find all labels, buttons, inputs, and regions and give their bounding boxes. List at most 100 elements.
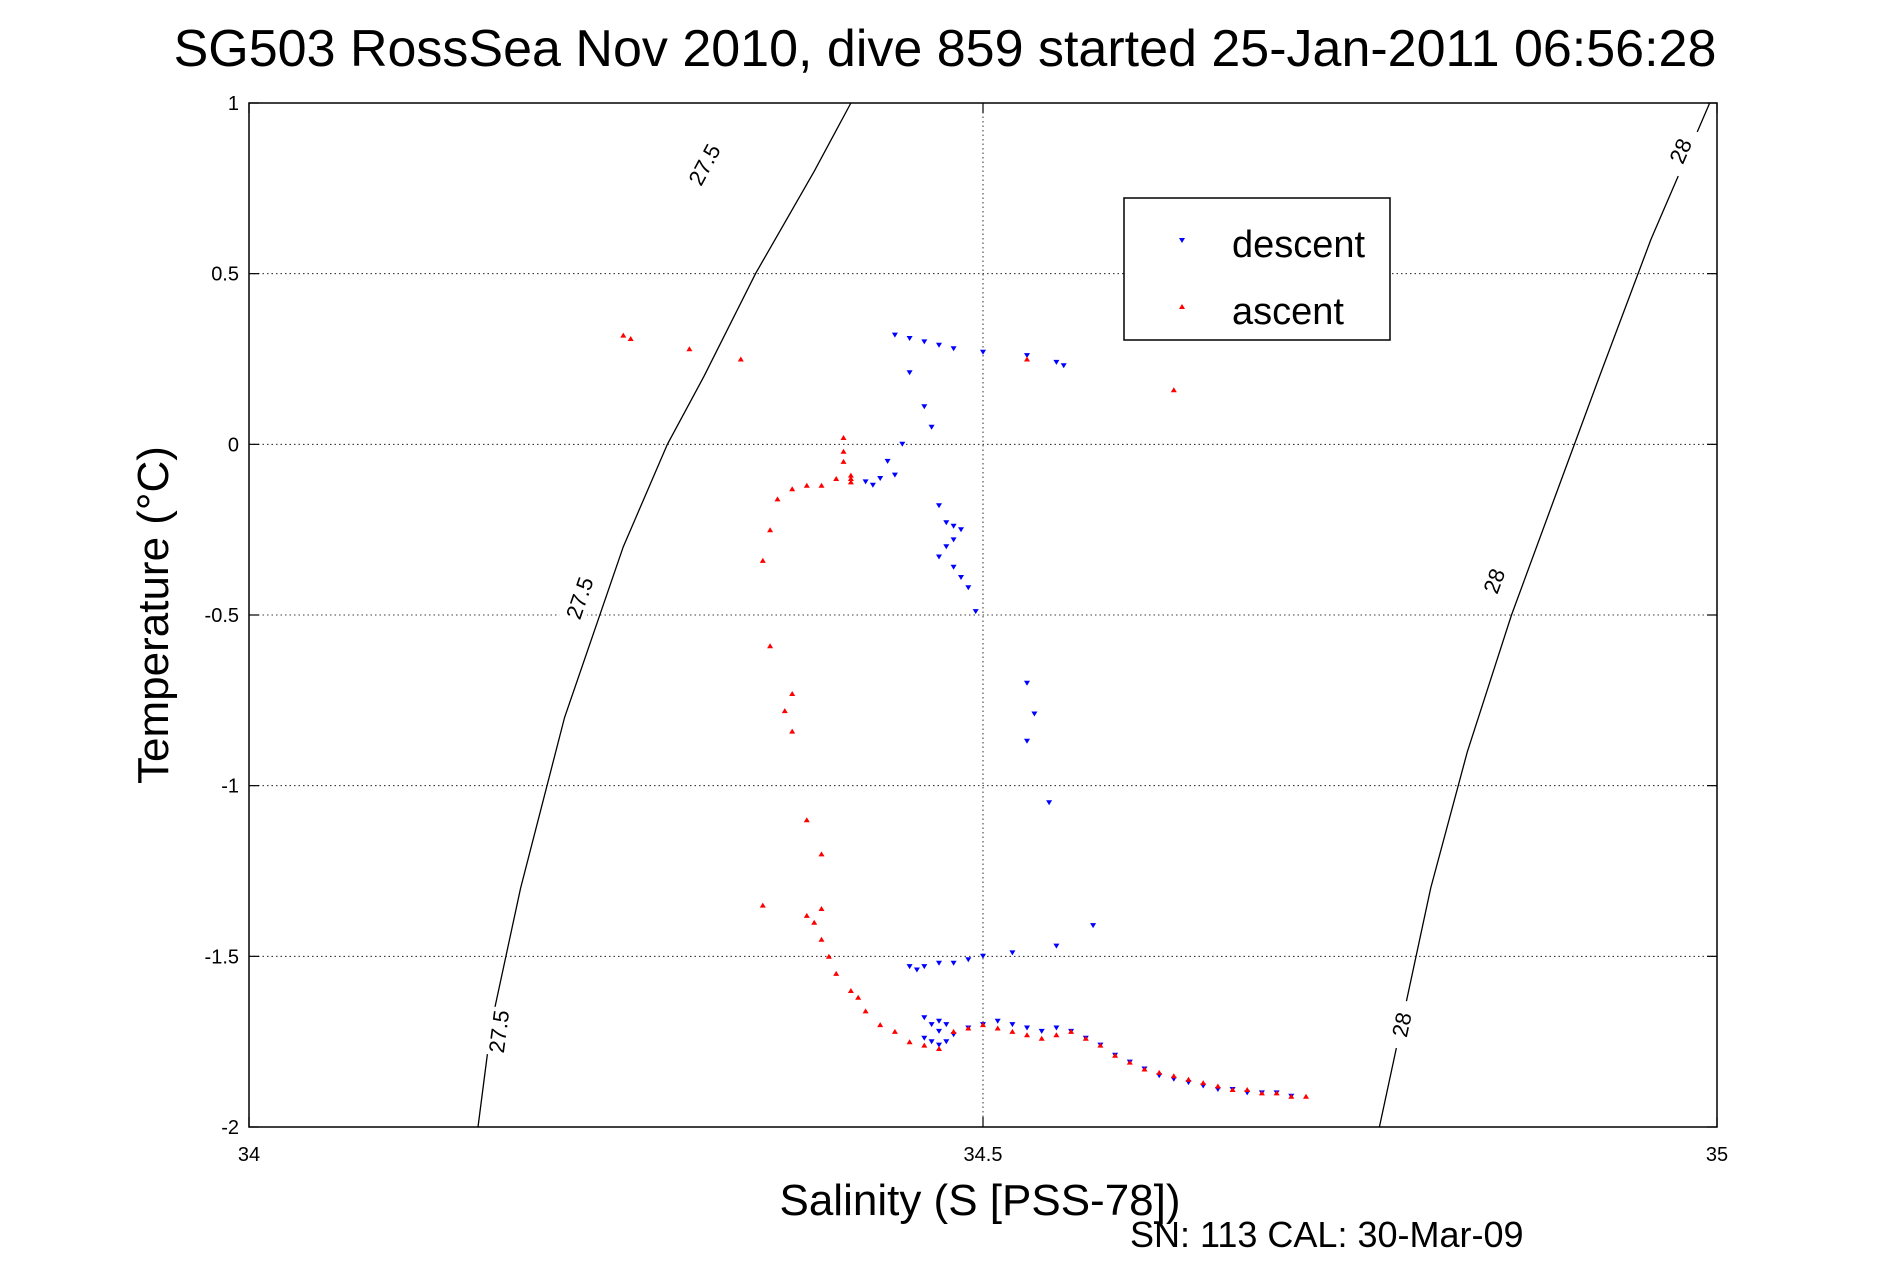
descent-point <box>943 1039 950 1045</box>
descent-point <box>1053 943 1060 949</box>
ascent-point <box>759 557 766 563</box>
contour-label: 27.5 <box>561 574 599 623</box>
descent-point <box>906 964 913 970</box>
x-axis-label: Salinity (S [PSS-78]) <box>779 1176 1180 1225</box>
ascent-point <box>906 1039 913 1045</box>
ascent-point <box>1170 387 1177 393</box>
descent-point <box>928 1039 935 1045</box>
ascent-point <box>950 1028 957 1034</box>
ascent-point <box>686 346 693 352</box>
descent-point <box>936 554 942 560</box>
descent-point <box>921 964 928 970</box>
ascent-point <box>1170 1073 1177 1079</box>
descent-point <box>1024 1025 1030 1031</box>
contour-label-bg <box>482 1005 515 1057</box>
x-tick-label: 34.5 <box>964 1144 1003 1166</box>
descent-point <box>994 1018 1001 1024</box>
contour-label-bg <box>1473 553 1515 608</box>
descent-point <box>891 332 898 338</box>
ascent-point <box>1200 1080 1207 1086</box>
descent-point <box>891 472 898 478</box>
data-points <box>620 332 1309 1099</box>
ascent-point <box>1024 1032 1030 1038</box>
ascent-point <box>818 482 825 488</box>
ascent-point <box>627 336 634 341</box>
ascent-point <box>891 1028 898 1034</box>
ascent-point <box>1156 1069 1163 1075</box>
ascent-point <box>774 496 781 502</box>
descent-point <box>958 575 964 580</box>
ascent-point <box>767 643 774 649</box>
descent-point <box>906 370 913 376</box>
contour-label-bg <box>1383 998 1420 1051</box>
descent-point <box>884 458 891 464</box>
descent-point <box>950 346 957 352</box>
descent-point <box>936 1028 942 1034</box>
descent-point <box>921 339 928 345</box>
descent-point <box>943 520 950 526</box>
ascent-point <box>1038 1035 1045 1041</box>
descent-point <box>950 537 957 543</box>
legend-box <box>1123 197 1391 341</box>
ascent-point <box>936 1046 942 1051</box>
ascent-point <box>1112 1052 1119 1058</box>
descent-point <box>928 1022 935 1028</box>
ascent-point <box>789 691 796 696</box>
ascent-point <box>825 953 832 959</box>
descent-point <box>877 476 884 481</box>
ascent-point <box>833 970 840 976</box>
y-tick-label: 0 <box>228 434 239 456</box>
legend-ascent-label: ascent <box>1232 291 1344 333</box>
descent-point <box>869 482 876 488</box>
chart-title: SG503 RossSea Nov 2010, dive 859 started… <box>174 20 1717 78</box>
y-tick-label: 1 <box>228 93 239 115</box>
y-tick-label: -1.5 <box>205 946 239 968</box>
x-tick-label: 35 <box>1706 1144 1728 1166</box>
axis-ticks: 34 34.5 35 1 0.5 0 -0.5 -1 -1.5 -2 <box>205 93 1729 1166</box>
contour-label: 28 <box>1387 1010 1417 1039</box>
y-tick-label: 0.5 <box>211 264 239 286</box>
ascent-point <box>1097 1042 1104 1048</box>
ascent-point <box>1009 1028 1016 1034</box>
descent-point <box>950 960 957 966</box>
y-tick-label: -1 <box>221 776 239 798</box>
ascent-point <box>833 476 840 481</box>
contour-label: 27.5 <box>484 1009 514 1055</box>
ascent-point <box>1053 1032 1060 1038</box>
ascent-point <box>1288 1093 1295 1099</box>
descent-point <box>965 957 972 963</box>
descent-point <box>936 1042 942 1048</box>
ascent-point <box>855 994 862 1000</box>
descent-point <box>958 527 964 533</box>
ascent-point <box>1303 1093 1309 1099</box>
ascent-point <box>862 1008 869 1014</box>
descent-point <box>1038 1028 1045 1034</box>
descent-point <box>928 424 935 430</box>
descent-point <box>943 1022 950 1028</box>
y-tick-label: -0.5 <box>205 605 239 627</box>
ascent-point <box>818 936 825 942</box>
descent-point <box>936 342 942 348</box>
grid <box>249 103 1717 1127</box>
footer-text: SN: 113 CAL: 30-Mar-09 <box>1130 1214 1524 1255</box>
ascent-point <box>767 527 774 533</box>
descent-point <box>862 479 869 485</box>
descent-point <box>950 564 957 570</box>
ascent-point <box>781 708 788 714</box>
descent-point <box>980 349 986 355</box>
descent-point <box>950 523 957 529</box>
ascent-point <box>818 906 825 911</box>
ascent-point <box>1244 1087 1251 1092</box>
descent-point <box>1053 359 1060 365</box>
descent-point <box>972 609 979 615</box>
descent-point <box>913 967 920 973</box>
ascent-point <box>847 479 854 485</box>
ascent-point <box>789 728 796 734</box>
descent-point <box>965 585 972 591</box>
descent-point <box>943 544 950 550</box>
ascent-point <box>847 472 854 478</box>
ascent-point <box>789 486 796 492</box>
descent-point <box>906 336 913 341</box>
ascent-point <box>840 435 847 440</box>
